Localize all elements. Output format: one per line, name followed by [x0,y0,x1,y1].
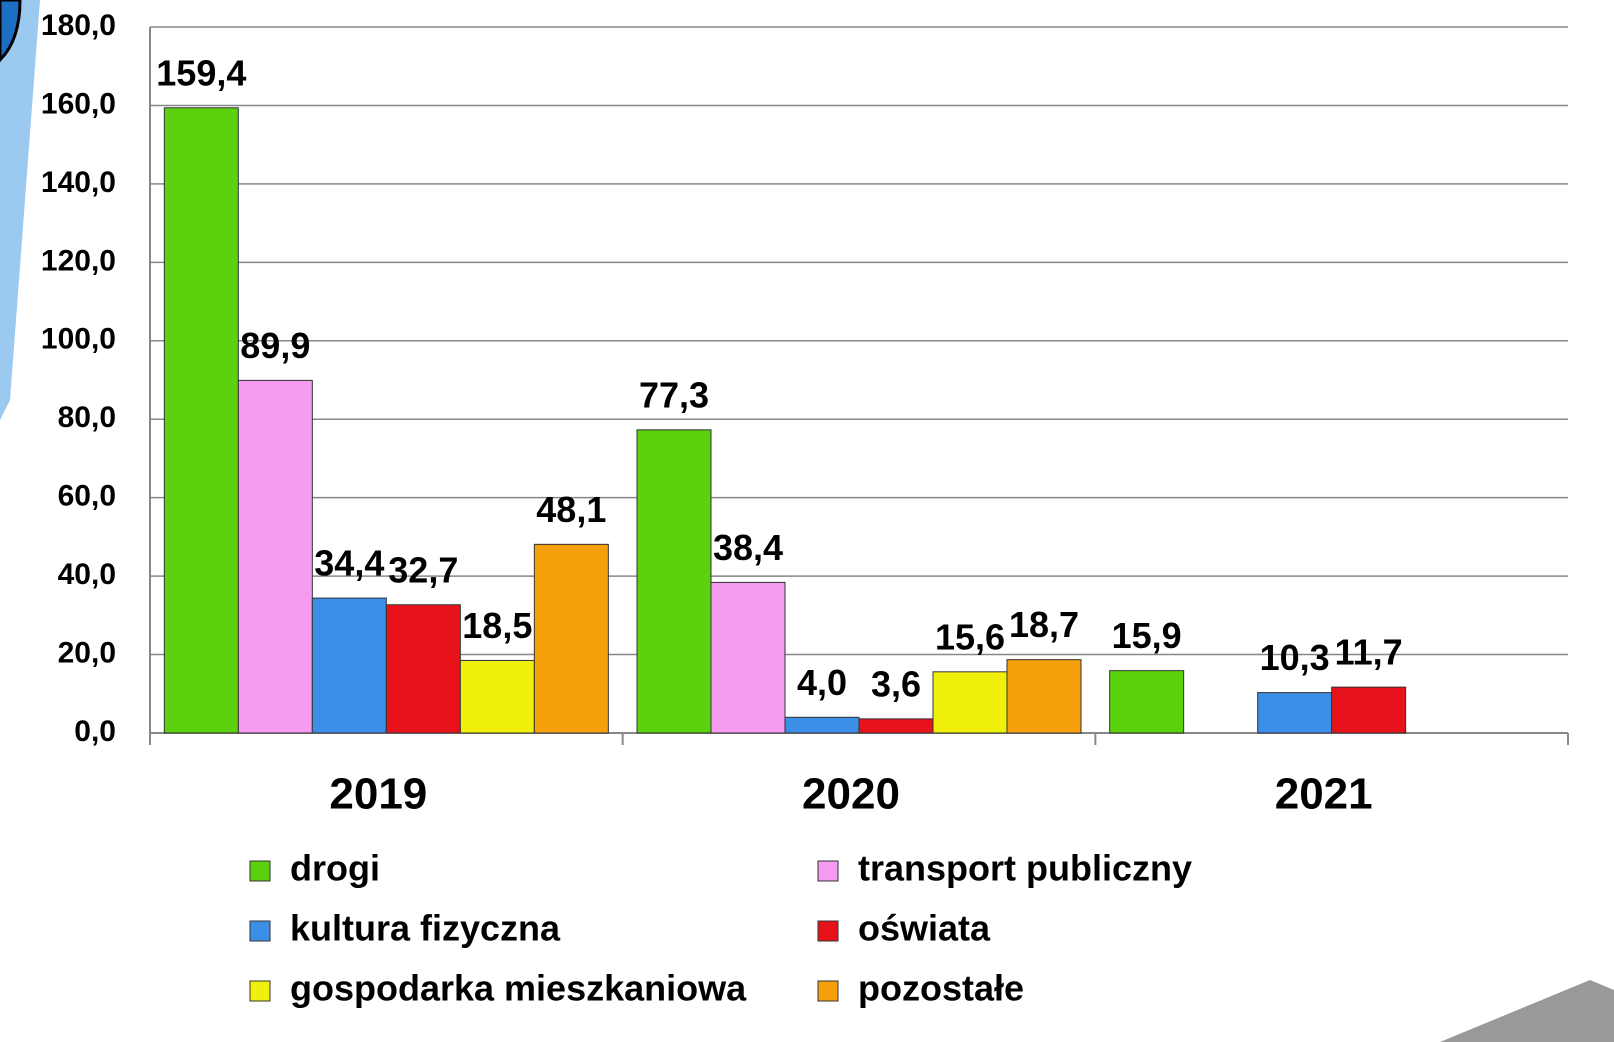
value-label: 48,1 [536,489,606,530]
value-label: 38,4 [713,527,783,568]
decoration [0,0,40,420]
bar [933,672,1007,733]
value-label: 32,7 [388,549,458,590]
y-tick-label: 120,0 [41,244,116,277]
x-tick-label: 2021 [1275,770,1373,819]
bar [1110,671,1184,733]
y-tick-label: 20,0 [58,636,116,669]
bar [164,108,238,733]
value-label: 15,9 [1112,615,1182,656]
value-label: 18,7 [1009,604,1079,645]
y-tick-label: 80,0 [58,401,116,434]
legend-marker [250,861,270,881]
x-tick-label: 2020 [802,770,900,819]
legend-marker [250,921,270,941]
decoration [1440,980,1614,1042]
chart: 0,0 20,0 40,0 60,0 80,0 100,0 120,0 140,0 160,0 1… [0,0,1614,1042]
bar [785,717,859,733]
y-tick-label: 140,0 [41,166,116,199]
legend-label: drogi [290,848,380,889]
y-tick-label: 180,0 [41,9,116,42]
bar [312,598,386,733]
legend-label: gospodarka mieszkaniowa [290,968,747,1009]
value-label: 77,3 [639,374,709,415]
value-label: 159,4 [156,52,246,93]
bar [460,660,534,733]
bar [1007,660,1081,733]
value-label: 10,3 [1260,637,1330,678]
bar [859,719,933,733]
legend-label: oświata [858,908,991,949]
value-label: 15,6 [935,616,1005,657]
legend-label: kultura fizyczna [290,908,561,949]
y-tick-label: 60,0 [58,480,116,513]
bar [1258,693,1332,733]
y-tick-label: 40,0 [58,558,116,591]
legend-label: transport publiczny [858,848,1192,889]
value-label: 34,4 [314,543,384,584]
legend-marker [818,861,838,881]
legend-label: pozostałe [858,968,1024,1009]
bar [238,380,312,733]
bar [386,605,460,733]
bar [1332,687,1406,733]
y-tick-label: 160,0 [41,87,116,120]
x-tick-label: 2019 [329,770,427,819]
bar [637,430,711,733]
legend-marker [250,981,270,1001]
legend-marker [818,921,838,941]
value-label: 3,6 [871,663,921,704]
value-label: 11,7 [1335,632,1403,673]
y-tick-label: 0,0 [74,715,116,748]
legend-marker [818,981,838,1001]
bar [534,544,608,733]
value-label: 89,9 [240,325,310,366]
y-tick-label: 100,0 [41,323,116,356]
bar [711,582,785,733]
value-label: 18,5 [462,605,532,646]
value-label: 4,0 [797,662,847,703]
